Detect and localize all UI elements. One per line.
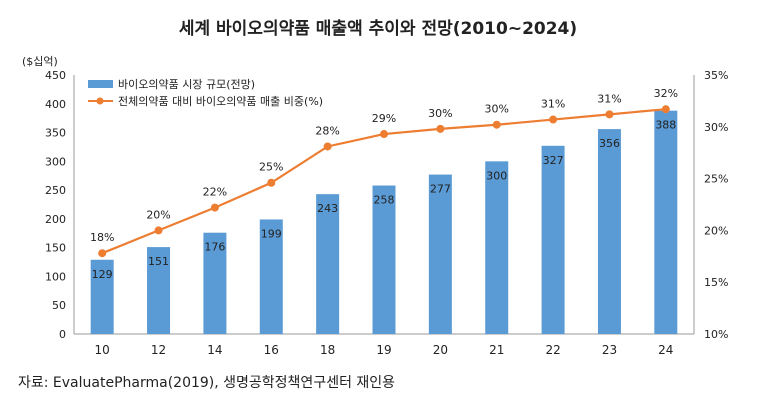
bar: [597, 129, 621, 334]
line-value-label: 30%: [428, 107, 452, 120]
bar: [90, 259, 114, 334]
bar-series: 129 151 176 199 243 258 277 300 327 356 388: [90, 110, 678, 334]
x-tick-label: 12: [151, 343, 166, 357]
bar-value-label: 176: [204, 241, 225, 254]
bar-value-label: 151: [148, 255, 169, 268]
bar: [485, 161, 509, 334]
line-value-label: 25%: [259, 161, 283, 174]
line-series: 18% 20% 22% 25% 28% 29% 30% 30% 31% 31% 32%: [90, 87, 678, 258]
bar: [203, 232, 227, 334]
line-point: [210, 203, 219, 212]
x-tick-label: 19: [376, 343, 391, 357]
legend: 바이오의약품 시장 규모(전망) 전체의약품 대비 바이오의약품 매출 비중(%…: [88, 77, 323, 108]
left-tick-label: 50: [52, 299, 66, 312]
line-point: [605, 110, 614, 119]
bar: [654, 110, 678, 334]
x-tick-label: 16: [264, 343, 279, 357]
legend-line-marker: [96, 97, 104, 105]
left-tick-label: 400: [45, 98, 66, 111]
source-note: 자료: EvaluatePharma(2019), 생명공학정책연구센터 재인용: [18, 375, 396, 391]
line-point: [436, 124, 445, 133]
left-tick-label: 300: [45, 155, 66, 168]
axes: 0 50 100 150 200 250 300 350 400 450 10% 15% 20% 25% 3…: [45, 69, 728, 357]
line-value-label: 20%: [146, 208, 170, 221]
legend-bar-swatch: [88, 80, 113, 88]
line-point: [98, 249, 107, 258]
bar-value-label: 129: [92, 268, 113, 281]
line-point: [154, 226, 163, 235]
bar-value-label: 258: [374, 194, 395, 207]
right-tick-label: 15%: [704, 276, 728, 289]
left-axis-unit: ($십억): [22, 55, 58, 68]
right-tick-label: 35%: [704, 69, 728, 82]
bar: [147, 247, 171, 334]
right-tick-label: 30%: [704, 121, 728, 134]
left-tick-label: 450: [45, 69, 66, 82]
line-point: [323, 142, 332, 151]
line-value-label: 31%: [597, 92, 621, 105]
bar: [428, 174, 452, 334]
line-point: [267, 178, 276, 187]
x-tick-label: 10: [95, 343, 110, 357]
line-point: [661, 105, 670, 114]
line-value-label: 31%: [541, 98, 565, 111]
left-tick-label: 200: [45, 213, 66, 226]
x-tick-label: 21: [489, 343, 504, 357]
chart-title: 세계 바이오의약품 매출액 추이와 전망(2010~2024): [179, 18, 577, 39]
line-value-label: 18%: [90, 231, 114, 244]
line-point: [549, 115, 558, 124]
line-point: [380, 130, 388, 139]
x-tick-label: 18: [320, 343, 335, 357]
bar-value-label: 356: [599, 137, 620, 150]
bar-value-label: 327: [543, 154, 564, 167]
bar-value-label: 243: [317, 202, 338, 215]
x-tick-label: 24: [658, 343, 673, 357]
legend-line-label: 전체의약품 대비 바이오의약품 매출 비중(%): [118, 94, 323, 108]
bar-value-label: 388: [655, 119, 676, 132]
legend-bar-label: 바이오의약품 시장 규모(전망): [118, 77, 255, 91]
line-point: [492, 120, 501, 129]
bar-value-label: 277: [430, 183, 451, 196]
right-tick-label: 25%: [704, 173, 728, 186]
left-tick-label: 250: [45, 184, 66, 197]
bar: [541, 145, 565, 334]
line-value-label: 28%: [315, 124, 339, 137]
bar: [316, 194, 340, 334]
right-tick-label: 10%: [704, 328, 728, 341]
x-tick-label: 14: [207, 343, 222, 357]
left-tick-label: 350: [45, 127, 66, 140]
bar: [372, 185, 396, 334]
x-tick-label: 20: [433, 343, 448, 357]
x-tick-label: 22: [545, 343, 560, 357]
bar: [259, 219, 283, 334]
bar-value-label: 199: [261, 227, 282, 240]
line-value-label: 30%: [485, 103, 509, 116]
left-tick-label: 150: [45, 242, 66, 255]
line-value-label: 22%: [203, 186, 227, 199]
right-tick-label: 20%: [704, 224, 728, 237]
left-tick-label: 0: [59, 328, 66, 341]
line-value-label: 32%: [654, 87, 678, 100]
line-value-label: 29%: [372, 112, 396, 125]
left-tick-label: 100: [45, 270, 66, 283]
x-tick-label: 23: [602, 343, 617, 357]
bar-value-label: 300: [486, 169, 507, 182]
